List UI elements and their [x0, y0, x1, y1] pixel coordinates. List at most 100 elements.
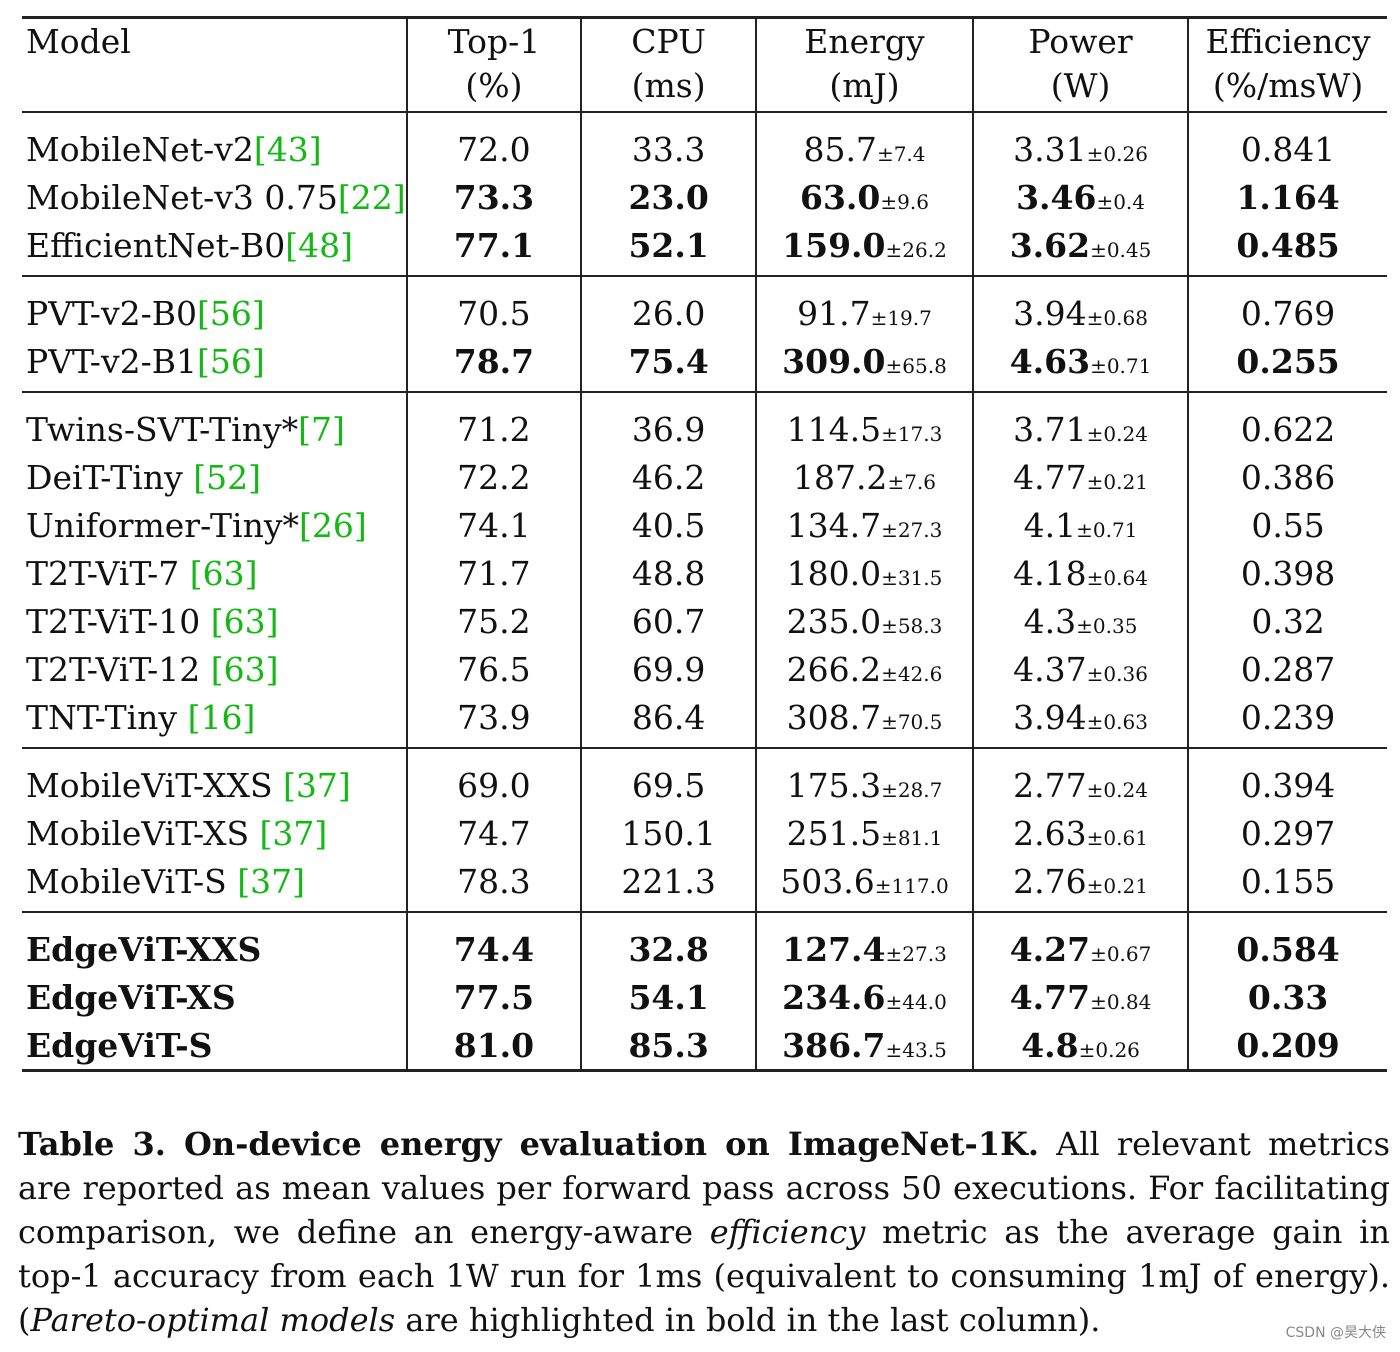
header-model-unit — [22, 63, 407, 113]
table-body: MobileNet-v2[43] 72.0 33.3 85.7±7.4 3.31±0.2… — [22, 112, 1387, 1072]
cell-energy: 175.3±28.7 — [755, 748, 973, 809]
energy-std: ±27.3 — [881, 517, 943, 542]
cell-efficiency: 0.485 — [1187, 221, 1387, 277]
power-std: ±0.36 — [1086, 661, 1148, 686]
cell-model: PVT-v2-B0[56] — [22, 276, 407, 337]
cell-cpu: 32.8 — [580, 912, 757, 973]
cell-top1: 74.4 — [405, 912, 582, 973]
energy-std: ±65.8 — [885, 353, 947, 378]
cell-cpu: 221.3 — [580, 857, 757, 913]
header-row-2: (%) (ms) (mJ) (W) (%/msW) — [22, 63, 1387, 113]
energy-value: 134.7 — [786, 505, 882, 545]
cpu-value: 75.4 — [628, 341, 709, 381]
citation-link: [26] — [299, 505, 367, 545]
efficiency-value: 1.164 — [1236, 177, 1340, 217]
header-cpu: CPU — [580, 16, 757, 63]
energy-value: 235.0 — [786, 601, 882, 641]
cell-top1: 71.7 — [405, 549, 582, 597]
cell-model: PVT-v2-B1[56] — [22, 337, 407, 393]
power-std: ±0.71 — [1076, 517, 1138, 542]
model-name: T2T-ViT-7 — [26, 553, 190, 593]
efficiency-value: 0.209 — [1236, 1025, 1340, 1065]
header-power-unit: (W) — [971, 63, 1189, 113]
cell-energy: 134.7±27.3 — [755, 501, 973, 549]
cell-cpu: 69.9 — [580, 645, 757, 693]
cell-model: Uniformer-Tiny*[26] — [22, 501, 407, 549]
energy-value: 127.4 — [782, 929, 886, 969]
cpu-value: 54.1 — [628, 977, 709, 1017]
table-row: EdgeViT-S 81.0 85.3 386.7±43.5 4.8±0.26 0.209 — [22, 1021, 1387, 1072]
cell-model: Twins-SVT-Tiny*[7] — [22, 392, 407, 453]
table-caption: Table 3. On-device energy evaluation on … — [18, 1122, 1390, 1342]
header-top1-unit: (%) — [405, 63, 582, 113]
caption-italic-pareto: Pareto-optimal models — [30, 1301, 396, 1339]
energy-value: 63.0 — [800, 177, 881, 217]
cell-top1: 78.3 — [405, 857, 582, 913]
power-std: ±0.64 — [1086, 565, 1148, 590]
header-efficiency-unit: (%/msW) — [1187, 63, 1387, 113]
energy-std: ±9.6 — [880, 189, 929, 214]
cell-cpu: 26.0 — [580, 276, 757, 337]
header-energy-unit: (mJ) — [755, 63, 973, 113]
table-row: MobileNet-v3 0.75[22] 73.3 23.0 63.0±9.6 3.4… — [22, 173, 1387, 221]
top1-value: 76.5 — [457, 649, 531, 689]
cell-power: 4.3±0.35 — [971, 597, 1189, 645]
model-name: MobileViT-XXS — [26, 765, 284, 805]
energy-std: ±28.7 — [881, 777, 943, 802]
cell-power: 4.77±0.21 — [971, 453, 1189, 501]
cell-model: EfficientNet-B0[48] — [22, 221, 407, 277]
energy-value: 85.7 — [803, 129, 877, 169]
cell-efficiency: 0.209 — [1187, 1021, 1387, 1072]
top1-value: 78.7 — [453, 341, 535, 381]
power-value: 4.3 — [1023, 601, 1077, 641]
model-name: MobileNet-v2 — [26, 129, 254, 169]
cell-model: T2T-ViT-7 [63] — [22, 549, 407, 597]
power-std: ±0.84 — [1090, 989, 1152, 1014]
cell-efficiency: 0.398 — [1187, 549, 1387, 597]
cell-efficiency: 0.622 — [1187, 392, 1387, 453]
header-row-1: Model Top-1 CPU Energy Power Efficiency — [22, 16, 1387, 63]
model-name: MobileViT-XS — [26, 813, 260, 853]
model-name: EdgeViT-XS — [26, 977, 236, 1017]
power-value: 4.27 — [1009, 929, 1091, 969]
power-std: ±0.61 — [1086, 825, 1148, 850]
energy-std: ±43.5 — [885, 1037, 947, 1062]
top1-value: 72.0 — [457, 129, 531, 169]
energy-value: 251.5 — [786, 813, 882, 853]
citation-link: [37] — [259, 813, 328, 853]
citation-link: [43] — [253, 129, 322, 169]
efficiency-value: 0.155 — [1240, 861, 1336, 901]
cell-cpu: 23.0 — [580, 173, 757, 221]
table-row: MobileViT-XS [37] 74.7 150.1 251.5±81.1 2.63… — [22, 809, 1387, 857]
cell-efficiency: 0.239 — [1187, 693, 1387, 749]
cell-top1: 71.2 — [405, 392, 582, 453]
cell-power: 3.46±0.4 — [971, 173, 1189, 221]
energy-value: 159.0 — [782, 225, 886, 265]
results-table: Model Top-1 CPU Energy Power Efficiency … — [22, 16, 1387, 1072]
top1-value: 75.2 — [457, 601, 531, 641]
power-value: 4.63 — [1009, 341, 1091, 381]
power-value: 4.8 — [1021, 1025, 1079, 1065]
cell-cpu: 75.4 — [580, 337, 757, 393]
efficiency-value: 0.297 — [1240, 813, 1336, 853]
cell-energy: 180.0±31.5 — [755, 549, 973, 597]
cell-cpu: 33.3 — [580, 112, 757, 173]
cell-power: 4.77±0.84 — [971, 973, 1189, 1021]
power-value: 2.63 — [1013, 813, 1087, 853]
energy-std: ±7.4 — [876, 141, 926, 166]
cell-model: T2T-ViT-12 [63] — [22, 645, 407, 693]
table-row: MobileViT-S [37] 78.3 221.3 503.6±117.0 2.76… — [22, 857, 1387, 913]
energy-std: ±17.3 — [881, 421, 943, 446]
cell-cpu: 150.1 — [580, 809, 757, 857]
top1-value: 77.1 — [453, 225, 535, 265]
energy-value: 266.2 — [786, 649, 882, 689]
power-std: ±0.21 — [1086, 469, 1148, 494]
citation-link: [22] — [337, 177, 406, 217]
table-row: DeiT-Tiny [52] 72.2 46.2 187.2±7.6 4.77±0.21… — [22, 453, 1387, 501]
efficiency-value: 0.398 — [1240, 553, 1336, 593]
caption-text-3: are highlighted in bold in the last colu… — [395, 1301, 1101, 1339]
cell-cpu: 36.9 — [580, 392, 757, 453]
cell-power: 2.77±0.24 — [971, 748, 1189, 809]
efficiency-value: 0.386 — [1240, 457, 1336, 497]
